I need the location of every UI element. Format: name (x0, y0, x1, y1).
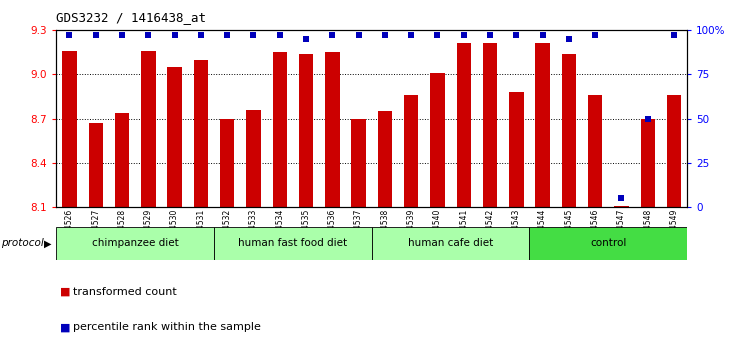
Text: chimpanzee diet: chimpanzee diet (92, 238, 179, 249)
Bar (457, 43, 471, 207)
Bar (62, 51, 77, 207)
Text: ■: ■ (60, 287, 71, 297)
Bar (562, 54, 576, 207)
Bar (404, 95, 418, 207)
Text: control: control (590, 238, 626, 249)
Bar (194, 59, 208, 207)
Bar (167, 67, 182, 207)
Bar (325, 52, 339, 207)
Bar (641, 119, 655, 207)
Bar (372, 227, 529, 260)
Bar (529, 227, 687, 260)
Bar (115, 113, 129, 207)
Text: transformed count: transformed count (73, 287, 176, 297)
Bar (430, 73, 445, 207)
Bar (56, 227, 214, 260)
Bar (535, 43, 550, 207)
Bar (614, 206, 629, 207)
Bar (588, 95, 602, 207)
Bar (141, 51, 155, 207)
Text: ■: ■ (60, 322, 71, 332)
Bar (220, 119, 234, 207)
Bar (214, 227, 372, 260)
Text: protocol: protocol (2, 238, 44, 249)
Text: percentile rank within the sample: percentile rank within the sample (73, 322, 261, 332)
Text: GDS3232 / 1416438_at: GDS3232 / 1416438_at (56, 11, 207, 24)
Text: human fast food diet: human fast food diet (238, 238, 348, 249)
Bar (483, 43, 497, 207)
Bar (273, 52, 287, 207)
Bar (299, 54, 313, 207)
Bar (667, 95, 681, 207)
Text: ▶: ▶ (44, 238, 51, 249)
Bar (351, 119, 366, 207)
Bar (89, 123, 103, 207)
Text: human cafe diet: human cafe diet (408, 238, 493, 249)
Bar (378, 111, 392, 207)
Bar (509, 92, 523, 207)
Bar (246, 110, 261, 207)
